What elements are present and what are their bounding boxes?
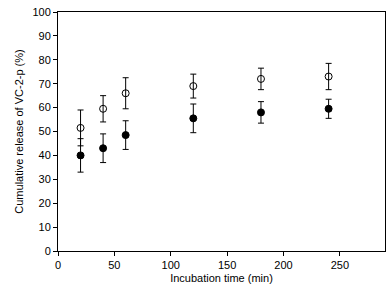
svg-text:40: 40 bbox=[39, 149, 51, 161]
svg-text:60: 60 bbox=[39, 101, 51, 113]
svg-text:200: 200 bbox=[274, 259, 292, 271]
svg-text:90: 90 bbox=[39, 30, 51, 42]
svg-text:20: 20 bbox=[39, 197, 51, 209]
svg-text:70: 70 bbox=[39, 78, 51, 90]
svg-text:100: 100 bbox=[32, 6, 50, 18]
svg-text:Cumulative release of VC-2-p (: Cumulative release of VC-2-p (%) bbox=[13, 49, 25, 213]
svg-text:50: 50 bbox=[39, 125, 51, 137]
svg-text:10: 10 bbox=[39, 221, 51, 233]
svg-text:150: 150 bbox=[218, 259, 236, 271]
svg-text:0: 0 bbox=[55, 259, 61, 271]
svg-text:80: 80 bbox=[39, 54, 51, 66]
svg-text:30: 30 bbox=[39, 173, 51, 185]
svg-text:0: 0 bbox=[45, 245, 51, 257]
svg-text:Incubation time (min): Incubation time (min) bbox=[170, 272, 273, 284]
svg-text:250: 250 bbox=[331, 259, 349, 271]
svg-text:100: 100 bbox=[162, 259, 180, 271]
svg-text:50: 50 bbox=[108, 259, 120, 271]
